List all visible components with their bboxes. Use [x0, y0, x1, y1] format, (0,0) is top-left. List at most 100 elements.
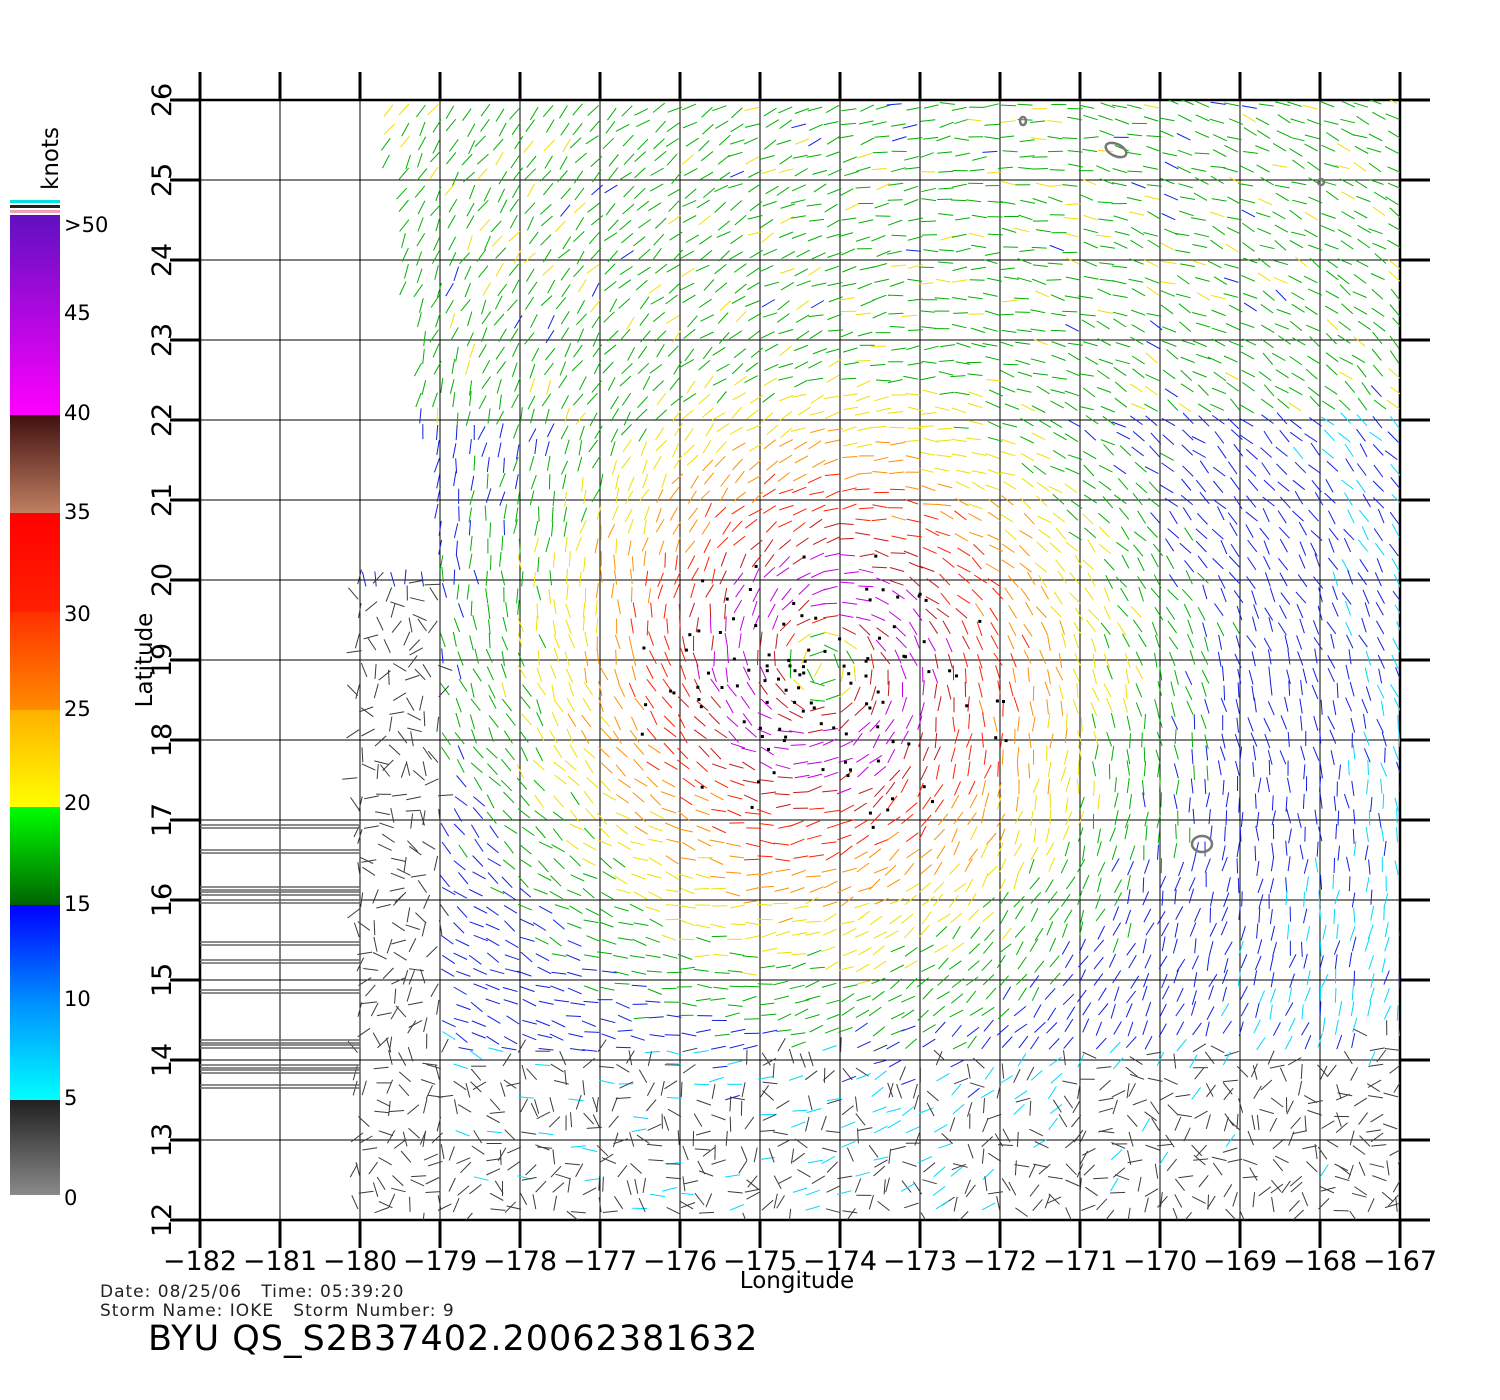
- wind-vector: [1221, 856, 1228, 872]
- date-time-line: Date: 08/25/06 Time: 05:39:20: [100, 1282, 404, 1302]
- wind-vector: [453, 1080, 467, 1091]
- wind-vector: [934, 467, 950, 472]
- wind-vector: [1000, 104, 1017, 107]
- wind-vector: [469, 1050, 483, 1061]
- wind-vector: [905, 802, 918, 813]
- wind-vector: [1016, 761, 1019, 777]
- wind-vector: [775, 868, 791, 873]
- wind-vector: [1356, 479, 1366, 493]
- wind-vector: [886, 1041, 900, 1050]
- wind-vector: [372, 572, 384, 584]
- wind-vector: [1144, 195, 1160, 200]
- wind-vector: [566, 584, 569, 600]
- wind-vector: [747, 183, 761, 193]
- wind-vector: [1372, 415, 1383, 429]
- missing-data-streak: [200, 1064, 361, 1069]
- wind-vector: [1142, 877, 1145, 893]
- wind-vector: [682, 215, 697, 223]
- wind-vector: [1099, 1079, 1111, 1091]
- wind-vector: [842, 601, 858, 605]
- wind-vector: [938, 261, 954, 264]
- wind-vector: [907, 298, 923, 302]
- wind-vector: [467, 235, 473, 251]
- wind-vector: [987, 436, 1003, 442]
- wind-vector: [413, 284, 423, 298]
- wind-vector: [1358, 509, 1370, 523]
- wind-vector: [1253, 604, 1260, 619]
- wind-vector: [1097, 877, 1102, 893]
- wind-vector: [1383, 970, 1390, 985]
- wind-vector: [990, 622, 999, 636]
- wind-vector: [1284, 696, 1289, 712]
- wind-vector: [745, 812, 761, 815]
- wind-vector: [653, 138, 665, 150]
- wind-vector: [841, 217, 857, 221]
- wind-vector: [1083, 136, 1099, 139]
- wind-vector: [1391, 494, 1400, 504]
- wind-vector: [679, 1200, 694, 1210]
- wind-vector: [560, 267, 571, 281]
- wind-vector: [584, 985, 599, 992]
- wind-vector: [731, 295, 746, 304]
- wind-vector: [760, 698, 773, 710]
- wind-vector: [1256, 812, 1260, 828]
- wind-vector: [664, 761, 678, 770]
- wind-vector: [856, 1073, 871, 1080]
- wind-vector: [997, 782, 1002, 798]
- wind-vector: [1196, 353, 1211, 360]
- wind-vector: [486, 1035, 500, 1045]
- wind-vector: [1129, 733, 1131, 749]
- wind-vector: [1268, 617, 1274, 632]
- wind-vector: [684, 188, 697, 199]
- wind-vector: [901, 1025, 916, 1032]
- missing-data-streak: [200, 1084, 361, 1089]
- wind-vector: [712, 763, 727, 770]
- wind-vector: [971, 244, 987, 249]
- wind-vector: [440, 968, 455, 977]
- wind-vector: [582, 698, 592, 712]
- wind-vector: [436, 408, 439, 424]
- wind-vector: [1032, 1199, 1043, 1212]
- wind-vector: [855, 186, 871, 189]
- wind-vector: [825, 961, 839, 971]
- wind-vector: [735, 584, 745, 598]
- wind-vector: [631, 665, 637, 681]
- wind-vector: [582, 873, 598, 879]
- wind-vector: [921, 911, 932, 925]
- wind-vector: [470, 600, 473, 616]
- wind-vector: [561, 395, 569, 410]
- wind-vector: [733, 263, 747, 273]
- wind-vector: [873, 1059, 889, 1065]
- wind-vector: [1368, 1063, 1384, 1067]
- wind-vector: [1124, 813, 1131, 829]
- wind-vector: [778, 329, 794, 335]
- wind-vector: [1100, 405, 1115, 413]
- wind-vector: [416, 233, 426, 247]
- wind-vector: [1336, 682, 1339, 699]
- wind-vector: [512, 456, 519, 472]
- wind-vector: [1018, 167, 1034, 170]
- wind-vector: [1319, 941, 1322, 957]
- wind-vector: [1369, 1163, 1385, 1168]
- wind-vector: [876, 627, 889, 638]
- wind-vector: [520, 918, 535, 926]
- wind-vector: [521, 826, 535, 837]
- wind-vector: [1371, 307, 1385, 317]
- wind-vector: [998, 166, 1014, 169]
- wind-vector: [808, 440, 822, 450]
- wind-vector: [1376, 1049, 1387, 1063]
- wind-vector: [646, 970, 662, 973]
- wind-vector: [855, 616, 871, 621]
- wind-vector: [1124, 653, 1131, 668]
- wind-vector: [482, 282, 491, 296]
- wind-vector: [1082, 559, 1095, 571]
- wind-vector: [1162, 152, 1178, 157]
- wind-vector: [471, 1032, 486, 1039]
- wind-vector: [553, 599, 557, 614]
- wind-vector: [773, 902, 789, 905]
- wind-vector: [952, 764, 956, 779]
- wind-vector: [618, 921, 634, 926]
- wind-vector: [1110, 1191, 1126, 1194]
- wind-vector: [1082, 387, 1096, 398]
- wind-vector: [762, 1057, 777, 1066]
